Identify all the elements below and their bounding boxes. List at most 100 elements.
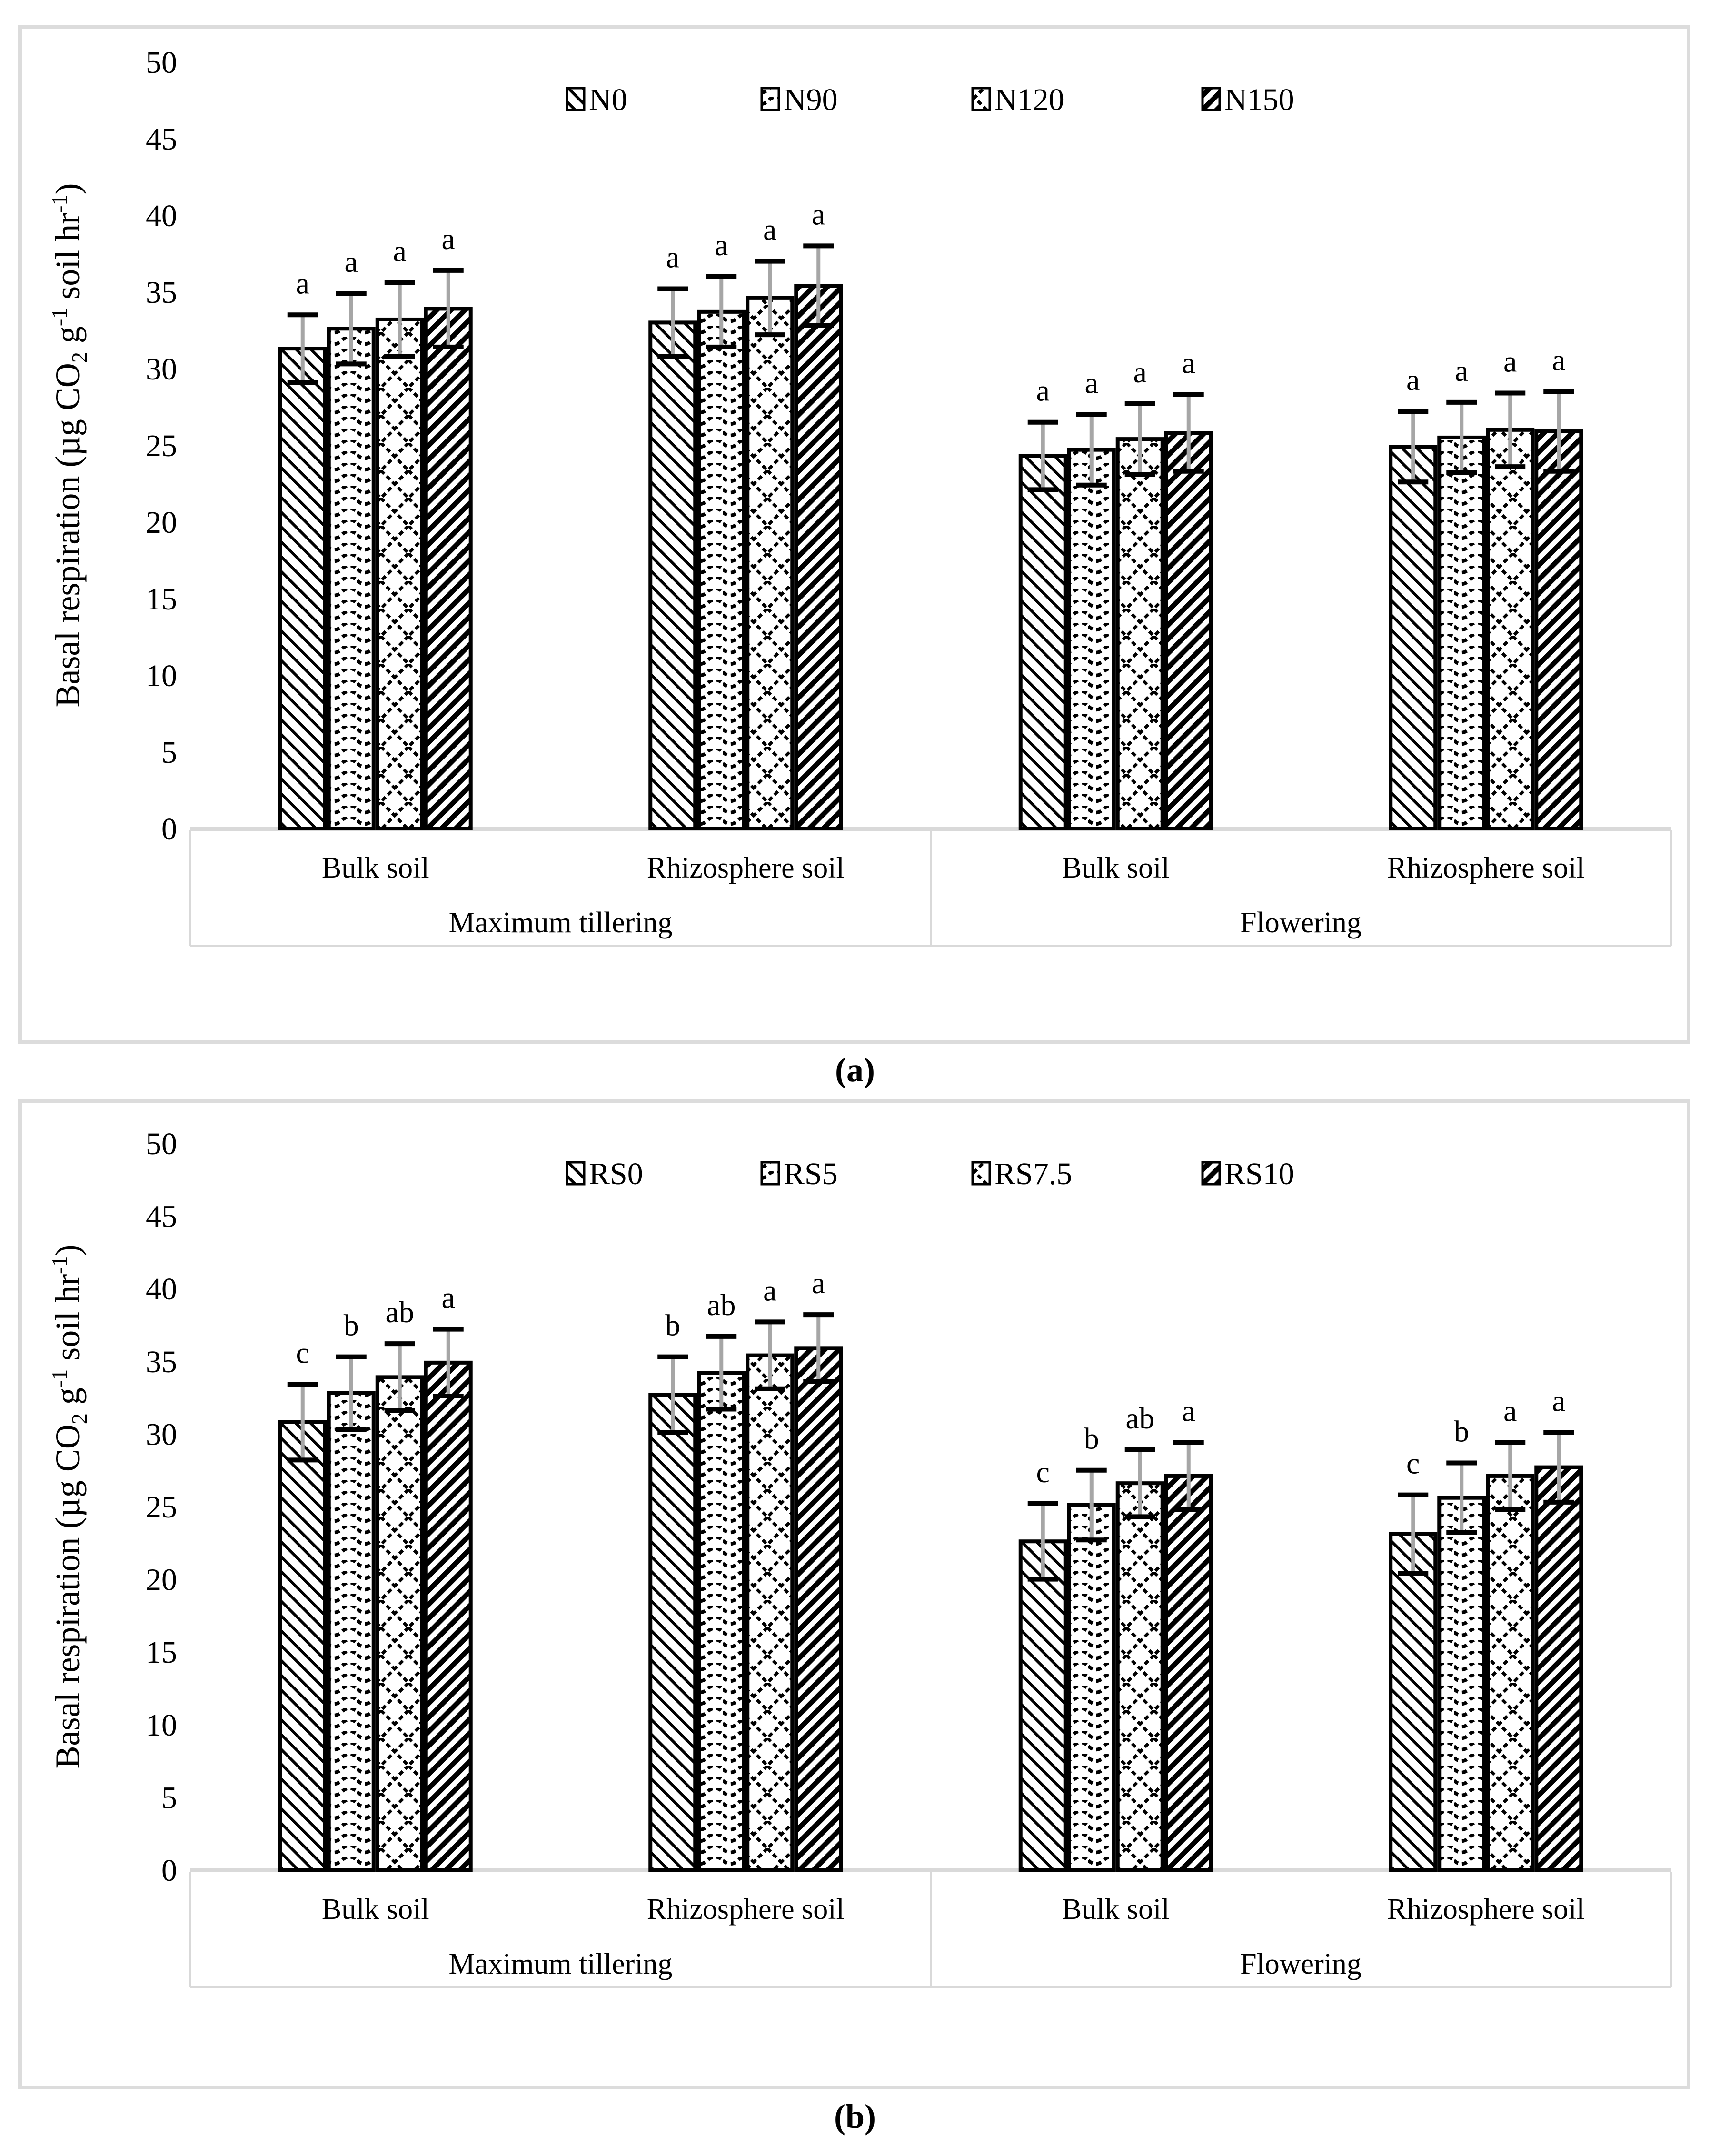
y-tick-label: 30: [146, 1417, 177, 1452]
bar-RS5: [327, 1391, 376, 1872]
sig-letter: c: [1406, 1447, 1420, 1480]
bar-N90: [327, 327, 376, 830]
sig-letter: ab: [1126, 1401, 1154, 1435]
y-tick-label: 40: [146, 1272, 177, 1307]
panel-a: N0 N90 N120 N150 0 5 10 15 20 25 30 35 40 45 50 Basal r…: [18, 25, 1690, 1044]
sig-letter: a: [1182, 1394, 1195, 1428]
sig-letter: a: [1503, 345, 1517, 379]
y-tick-label: 35: [146, 1345, 177, 1379]
legend-swatch-wavy-dash-rows: [760, 1161, 780, 1186]
category-label: Rhizosphere soil: [647, 852, 845, 884]
legend-label: N90: [784, 82, 838, 117]
legend-item: RS7.5: [971, 1157, 1072, 1191]
y-tick-label: 35: [146, 275, 177, 310]
sig-letter: c: [1036, 1455, 1050, 1489]
sig-letter: a: [666, 240, 679, 274]
y-axis-title: Basal respiration (µg CO2 g-1 soil hr-1): [47, 1245, 91, 1769]
sig-letter: b: [665, 1308, 680, 1342]
sig-letter: a: [296, 266, 309, 300]
y-tick-label: 25: [146, 1490, 177, 1525]
y-tick-label: 5: [161, 1780, 177, 1815]
sig-letter: a: [715, 228, 728, 262]
bar-N150: [424, 307, 473, 830]
legend-label: RS10: [1224, 1157, 1294, 1191]
bar-N90: [1067, 448, 1116, 830]
y-tick-label: 10: [146, 659, 177, 693]
sig-letter: a: [1406, 363, 1420, 397]
bar-N0: [648, 320, 697, 830]
bar-N90: [1437, 435, 1486, 830]
bar-RS5: [1437, 1496, 1486, 1872]
sig-letter: a: [1552, 343, 1565, 377]
legend-item: N150: [1201, 82, 1294, 117]
x-axis-line: [190, 1868, 1671, 1872]
caption-a: (a): [835, 1051, 875, 1089]
bar-N120: [375, 317, 424, 831]
bar-RS0: [278, 1420, 327, 1872]
legend-swatch-thick-slash-hatch: [1201, 1161, 1221, 1186]
legend-item: RS0: [566, 1157, 643, 1191]
y-tick-label: 0: [161, 1853, 177, 1888]
sig-letter: a: [345, 245, 358, 279]
y-tick-label: 45: [146, 1199, 177, 1234]
stage-label: Maximum tillering: [448, 1948, 672, 1980]
legend-label: RS0: [589, 1157, 643, 1191]
legend-label: N0: [589, 82, 627, 117]
stage-label: Flowering: [1240, 907, 1362, 939]
sig-letter: b: [1454, 1414, 1469, 1448]
legend-item: RS5: [760, 1157, 838, 1191]
legend-swatch-wavy-dash-rows: [760, 87, 780, 111]
sig-letter: a: [763, 213, 776, 247]
sig-letter: a: [442, 1281, 455, 1315]
bar-N0: [1018, 454, 1067, 830]
bar-RS10: [794, 1346, 843, 1872]
y-tick-label: 50: [146, 45, 177, 80]
legend-label: N150: [1224, 82, 1294, 117]
bar-N150: [1164, 431, 1213, 830]
bar-RS7.5: [1486, 1474, 1535, 1872]
sig-letter: a: [1455, 354, 1468, 388]
chart-b-svg: RS0 RS5 RS7.5 RS10 0 5 10 15 20 25 30 35 40 45 50 Basal…: [47, 1127, 1672, 1988]
sig-letter: a: [763, 1273, 776, 1307]
category-label: Bulk soil: [322, 852, 429, 884]
legend-swatch-dotted-crosshatch: [971, 1161, 991, 1186]
panel-b: RS0 RS5 RS7.5 RS10 0 5 10 15 20 25 30 35 40 45 50 Basal…: [18, 1099, 1690, 2089]
y-tick-label: 30: [146, 352, 177, 387]
bar-N0: [1389, 445, 1438, 830]
bar-N120: [1486, 428, 1535, 830]
bar-N120: [1115, 437, 1164, 830]
sig-letter: a: [812, 1266, 825, 1300]
bar-RS5: [697, 1371, 746, 1872]
y-tick-label: 20: [146, 505, 177, 540]
legend-swatch-thick-slash-hatch: [1201, 87, 1221, 111]
bar-RS10: [1534, 1465, 1583, 1872]
legend-label: N120: [994, 82, 1064, 117]
sig-letter: a: [1503, 1394, 1517, 1428]
bar-RS0: [1389, 1532, 1438, 1872]
bar-RS10: [1164, 1474, 1213, 1872]
sig-letter: a: [1133, 355, 1147, 389]
category-label: Bulk soil: [1062, 852, 1170, 884]
y-tick-label: 20: [146, 1563, 177, 1597]
y-tick-label: 15: [146, 582, 177, 617]
y-tick-label: 45: [146, 122, 177, 157]
sig-letter: ab: [386, 1295, 414, 1329]
sig-letter: b: [1084, 1422, 1099, 1456]
bar-RS0: [648, 1392, 697, 1872]
sig-letter: a: [393, 234, 407, 268]
bar-RS0: [1018, 1539, 1067, 1872]
category-label: Rhizosphere soil: [1387, 852, 1585, 884]
bar-RS7.5: [375, 1375, 424, 1872]
bar-RS7.5: [746, 1353, 795, 1872]
legend-swatch-thin-backslash-hatch: [566, 87, 586, 111]
y-tick-label: 15: [146, 1635, 177, 1670]
y-tick-label: 25: [146, 429, 177, 463]
sig-letter: ab: [707, 1288, 736, 1322]
category-label: Bulk soil: [322, 1893, 429, 1926]
bar-RS5: [1067, 1503, 1116, 1872]
y-tick-label: 50: [146, 1127, 177, 1161]
bar-RS7.5: [1115, 1481, 1164, 1872]
bar-N90: [697, 309, 746, 830]
chart-a-svg: N0 N90 N120 N150 0 5 10 15 20 25 30 35 40 45 50 Basal r…: [47, 45, 1672, 947]
x-axis-line: [190, 827, 1671, 831]
